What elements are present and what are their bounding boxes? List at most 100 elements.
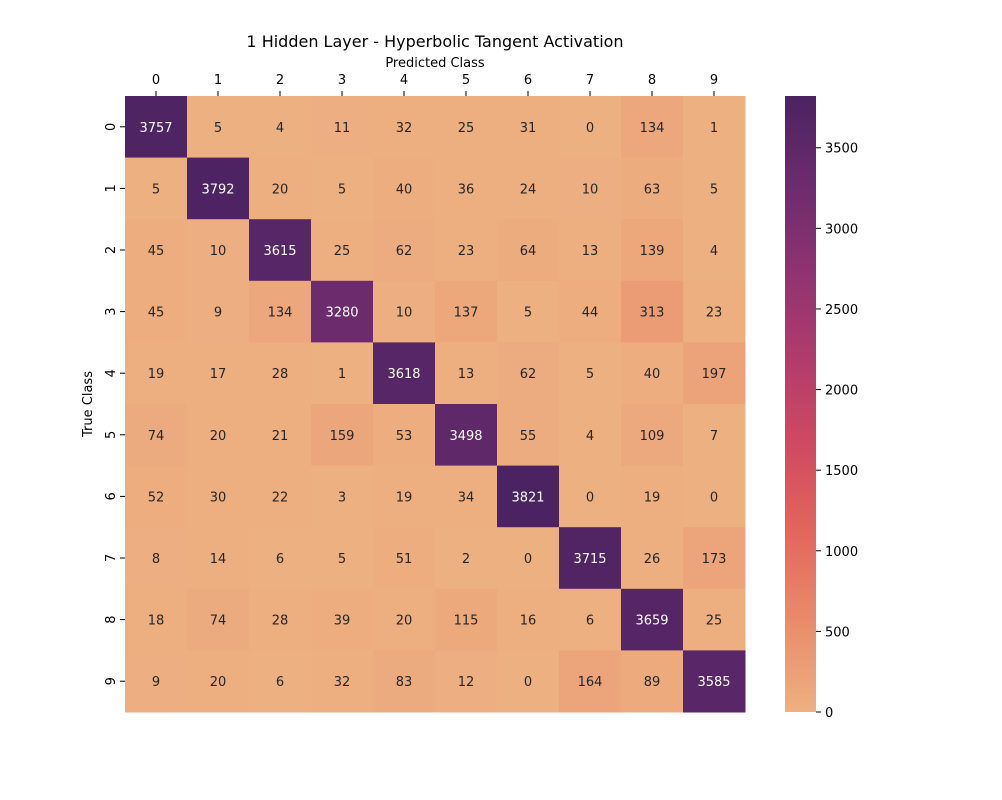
heatmap-cell bbox=[621, 280, 684, 343]
heatmap-cell bbox=[683, 465, 746, 528]
heatmap-cell bbox=[497, 280, 560, 343]
cell-value-label: 17 bbox=[210, 367, 227, 382]
heatmap-cell bbox=[435, 465, 498, 528]
heatmap-cell bbox=[497, 219, 560, 282]
heatmap-cell bbox=[559, 280, 622, 343]
heatmap-cell bbox=[311, 404, 374, 467]
cell-value-label: 52 bbox=[148, 490, 165, 505]
colorbar-tick-label: 500 bbox=[825, 625, 850, 640]
heatmap-cell bbox=[435, 280, 498, 343]
cell-value-label: 3821 bbox=[511, 490, 544, 505]
cell-value-label: 32 bbox=[396, 121, 413, 136]
heatmap-cell bbox=[435, 404, 498, 467]
cell-value-label: 5 bbox=[152, 182, 160, 197]
heatmap-cell bbox=[683, 96, 746, 159]
heatmap-cell bbox=[497, 96, 560, 159]
cell-value-label: 3498 bbox=[449, 429, 482, 444]
y-tick-label: 6 bbox=[104, 492, 119, 500]
cell-value-label: 7 bbox=[710, 429, 718, 444]
x-tick-label: 0 bbox=[152, 73, 160, 88]
heatmap-cell bbox=[373, 96, 436, 159]
cell-value-label: 3715 bbox=[573, 552, 606, 567]
cell-value-label: 23 bbox=[458, 244, 475, 259]
cell-value-label: 83 bbox=[396, 675, 413, 690]
cell-value-label: 1 bbox=[338, 367, 346, 382]
cell-value-label: 20 bbox=[210, 429, 227, 444]
colorbar-tick-label: 3500 bbox=[825, 142, 858, 157]
cell-value-label: 2 bbox=[462, 552, 470, 567]
heatmap-cell bbox=[311, 280, 374, 343]
cell-value-label: 134 bbox=[268, 306, 293, 321]
cell-value-label: 62 bbox=[396, 244, 413, 259]
heatmap-cell bbox=[187, 342, 250, 405]
heatmap-cell bbox=[435, 157, 498, 220]
heatmap-cell bbox=[683, 650, 746, 713]
cell-value-label: 24 bbox=[520, 182, 537, 197]
cell-value-label: 74 bbox=[210, 614, 227, 629]
cell-value-label: 19 bbox=[148, 367, 165, 382]
heatmap-cell bbox=[435, 342, 498, 405]
cell-value-label: 4 bbox=[586, 429, 594, 444]
cell-value-label: 16 bbox=[520, 614, 537, 629]
heatmap-cell bbox=[373, 404, 436, 467]
heatmap-cell bbox=[683, 588, 746, 651]
cell-value-label: 6 bbox=[586, 614, 594, 629]
cell-value-label: 13 bbox=[458, 367, 475, 382]
cell-value-label: 34 bbox=[458, 490, 475, 505]
heatmap-cell bbox=[435, 219, 498, 282]
cell-value-label: 19 bbox=[396, 490, 413, 505]
heatmap-cell bbox=[621, 342, 684, 405]
heatmap-cell bbox=[249, 342, 312, 405]
heatmap-cell bbox=[249, 404, 312, 467]
cell-value-label: 313 bbox=[640, 306, 665, 321]
heatmap-cell bbox=[559, 219, 622, 282]
y-tick-label: 1 bbox=[104, 184, 119, 192]
heatmap-cell bbox=[249, 650, 312, 713]
cell-value-label: 0 bbox=[524, 552, 532, 567]
heatmap-cell bbox=[373, 219, 436, 282]
heatmap-cell bbox=[125, 527, 188, 590]
colorbar-ticks: 0 500 1000 1500 2000 2500 3000 3500 bbox=[816, 142, 858, 721]
cell-value-label: 9 bbox=[214, 306, 222, 321]
cell-value-label: 5 bbox=[338, 552, 346, 567]
heatmap-cell bbox=[249, 96, 312, 159]
heatmap-cell bbox=[249, 465, 312, 528]
cell-value-label: 11 bbox=[334, 121, 351, 136]
y-tick-label: 4 bbox=[104, 369, 119, 377]
heatmap-cell bbox=[311, 588, 374, 651]
cell-value-label: 0 bbox=[586, 490, 594, 505]
heatmap-cell bbox=[249, 157, 312, 220]
heatmap-cell bbox=[373, 588, 436, 651]
x-axis-label: Predicted Class bbox=[385, 56, 485, 71]
cell-value-label: 20 bbox=[210, 675, 227, 690]
cell-value-label: 197 bbox=[702, 367, 727, 382]
cell-value-label: 137 bbox=[454, 306, 479, 321]
heatmap-cell bbox=[187, 157, 250, 220]
heatmap-cell bbox=[125, 650, 188, 713]
heatmap-cell bbox=[683, 280, 746, 343]
cell-value-label: 20 bbox=[272, 182, 289, 197]
cell-value-label: 40 bbox=[644, 367, 661, 382]
cell-value-label: 134 bbox=[640, 121, 665, 136]
heatmap-cell bbox=[497, 157, 560, 220]
heatmap-cell bbox=[125, 157, 188, 220]
heatmap-cell bbox=[187, 404, 250, 467]
cell-value-label: 10 bbox=[582, 182, 599, 197]
heatmap-cell bbox=[125, 404, 188, 467]
cell-value-label: 164 bbox=[578, 675, 603, 690]
cell-value-label: 3757 bbox=[139, 121, 172, 136]
heatmap-cell bbox=[311, 527, 374, 590]
cell-value-label: 25 bbox=[458, 121, 475, 136]
cell-value-label: 3792 bbox=[201, 182, 234, 197]
heatmap-cell bbox=[125, 280, 188, 343]
cell-value-label: 26 bbox=[644, 552, 661, 567]
cell-value-label: 53 bbox=[396, 429, 413, 444]
colorbar-tick-label: 1500 bbox=[825, 464, 858, 479]
heatmap-cell bbox=[125, 219, 188, 282]
heatmap-cell bbox=[249, 280, 312, 343]
cell-value-label: 44 bbox=[582, 306, 599, 321]
heatmap-cell bbox=[559, 465, 622, 528]
cell-value-label: 4 bbox=[710, 244, 718, 259]
cell-value-label: 3585 bbox=[697, 675, 730, 690]
